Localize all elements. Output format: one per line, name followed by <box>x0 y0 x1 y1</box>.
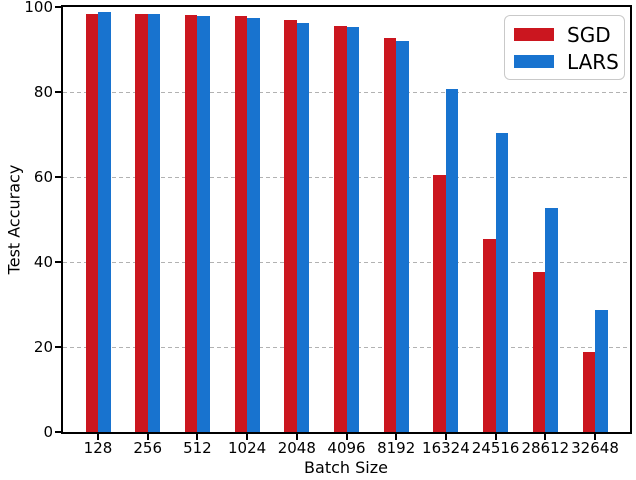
bar-sgd-8192 <box>383 38 397 432</box>
xtick-mark-512 <box>196 434 199 440</box>
legend: SGD LARS <box>504 15 625 80</box>
xtick-mark-2048 <box>295 434 298 440</box>
xtick-label-32648: 32648 <box>571 439 619 457</box>
ytick-label-60: 60 <box>33 168 53 186</box>
xtick-label-24516: 24516 <box>471 439 520 457</box>
bar-sgd-28612 <box>532 272 546 432</box>
plot-area: SGD LARS <box>61 5 632 434</box>
bar-sgd-32648 <box>582 351 595 432</box>
bar-lars-8192 <box>396 41 409 432</box>
legend-swatch-lars <box>514 55 554 68</box>
bars-layer <box>63 7 630 432</box>
xtick-label-28612: 28612 <box>521 439 570 457</box>
bar-lars-1024 <box>247 17 260 432</box>
bar-lars-512 <box>197 15 210 432</box>
legend-swatch-sgd <box>514 28 554 41</box>
ytick-mark-100 <box>55 6 61 8</box>
ytick-mark-60 <box>55 176 61 178</box>
ytick-mark-80 <box>55 91 61 93</box>
ytick-label-40: 40 <box>33 253 53 271</box>
xtick-mark-256 <box>146 434 149 440</box>
y-axis-label: Test Accuracy <box>4 164 24 275</box>
bar-sgd-256 <box>135 13 148 432</box>
xtick-label-8192: 8192 <box>377 439 416 457</box>
bar-sgd-4096 <box>334 26 347 432</box>
xtick-label-512: 512 <box>183 439 212 457</box>
bar-lars-2048 <box>296 23 310 432</box>
xtick-mark-128 <box>97 434 99 440</box>
bar-lars-16324 <box>445 89 459 432</box>
xtick-mark-28612 <box>544 434 547 440</box>
xtick-mark-32648 <box>594 434 596 440</box>
xtick-label-128: 128 <box>83 439 113 457</box>
xtick-mark-1024 <box>246 434 249 440</box>
x-axis-label: Batch Size <box>304 458 388 477</box>
bar-sgd-1024 <box>234 15 248 432</box>
bar-lars-256 <box>147 13 161 432</box>
xtick-label-256: 256 <box>133 439 162 457</box>
legend-entry-sgd: SGD <box>514 21 624 48</box>
bar-sgd-16324 <box>433 175 446 432</box>
xtick-label-4096: 4096 <box>327 439 366 457</box>
ytick-label-20: 20 <box>33 338 53 356</box>
bar-lars-24516 <box>495 132 509 432</box>
xtick-mark-8192 <box>395 434 398 440</box>
bar-sgd-2048 <box>284 20 297 432</box>
xtick-mark-24516 <box>494 434 497 440</box>
legend-label-lars: LARS <box>567 49 619 74</box>
ytick-mark-20 <box>55 346 61 348</box>
legend-entry-lars: LARS <box>514 48 624 75</box>
ytick-label-0: 0 <box>43 423 53 441</box>
ytick-label-100: 100 <box>24 0 53 16</box>
bar-lars-128 <box>98 11 111 432</box>
bar-sgd-24516 <box>483 238 496 432</box>
legend-label-sgd: SGD <box>567 22 611 47</box>
xtick-mark-4096 <box>345 434 348 440</box>
bar-sgd-128 <box>85 13 98 432</box>
ytick-mark-0 <box>55 431 61 433</box>
xtick-label-2048: 2048 <box>277 439 316 457</box>
ytick-label-80: 80 <box>33 83 53 101</box>
xtick-label-1024: 1024 <box>228 439 267 457</box>
bar-lars-32648 <box>595 309 608 432</box>
xtick-label-16324: 16324 <box>422 439 470 457</box>
xtick-mark-16324 <box>444 434 447 440</box>
bar-sgd-512 <box>184 14 198 432</box>
bar-lars-4096 <box>346 27 359 432</box>
ytick-mark-40 <box>55 261 61 263</box>
bar-lars-28612 <box>545 208 558 432</box>
